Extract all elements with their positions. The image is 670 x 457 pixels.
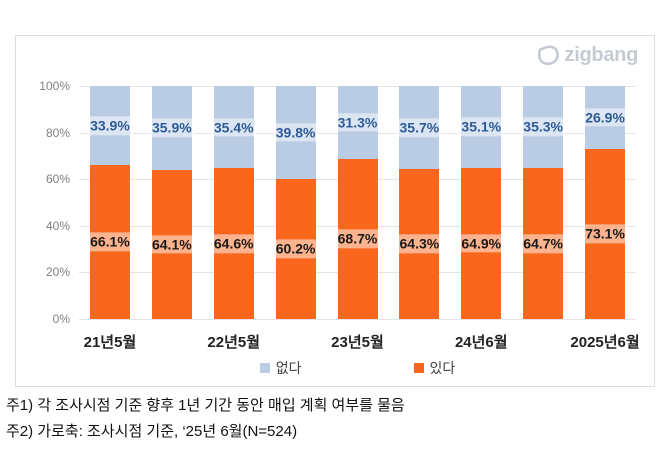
legend-label-yes: 있다 — [429, 360, 456, 376]
y-axis-tick-label: 40% — [45, 218, 70, 233]
zigbang-logo-icon — [537, 45, 559, 66]
footnote-1: 주1) 각 조사시점 기준 향후 1년 기간 동안 매입 계획 여부를 물음 — [6, 397, 405, 414]
data-label-no: 33.9% — [87, 116, 133, 135]
data-label-yes: 64.3% — [396, 234, 443, 254]
data-label-yes: 64.9% — [458, 234, 505, 253]
chart-plot: 0% 20% 40% 60% 80% 100% 66.1% 33.9% 21년5월 64.1% 35… — [39, 79, 639, 351]
chart-legend: 없다 있다 — [79, 358, 636, 378]
data-label-yes: 64.7% — [520, 234, 567, 253]
zigbang-logo-text: zigbang — [564, 44, 639, 66]
y-axis-tick-label: 60% — [45, 172, 70, 187]
x-axis-tick-label: 24년6월 — [454, 334, 508, 351]
data-label-yes: 60.2% — [272, 239, 319, 259]
y-axis-tick-label: 80% — [45, 125, 70, 140]
data-label-yes: 66.1% — [87, 232, 133, 252]
data-label-no: 35.7% — [396, 118, 443, 137]
data-label-no: 26.9% — [582, 108, 628, 127]
y-axis-tick-label: 20% — [45, 265, 70, 280]
x-axis-tick-label: 22년5월 — [207, 334, 261, 351]
data-label-no: 31.3% — [334, 113, 381, 132]
x-axis-tick-label: 21년5월 — [83, 334, 137, 351]
data-label-no: 35.1% — [458, 117, 505, 137]
y-axis-tick-label: 0% — [52, 312, 70, 326]
gridline — [79, 319, 636, 320]
legend-swatch-yes — [413, 363, 424, 373]
data-label-no: 35.3% — [520, 117, 567, 137]
data-label-yes: 68.7% — [334, 229, 381, 249]
footnote-2: 주2) 가로축: 조사시점 기준, ‘25년 6월(N=524) — [6, 423, 298, 440]
data-label-no: 39.8% — [272, 123, 319, 142]
zigbang-logo: zigbang — [536, 45, 638, 67]
data-label-yes: 73.1% — [582, 224, 628, 244]
data-label-yes: 64.1% — [148, 234, 195, 254]
x-axis-tick-label: 23년5월 — [331, 334, 384, 351]
x-axis-tick-label: 2025년6월 — [570, 334, 640, 351]
y-axis-tick-label: 100% — [39, 79, 70, 93]
data-label-no: 35.9% — [148, 118, 195, 138]
data-label-no: 35.4% — [210, 117, 257, 137]
legend-item-yes: 있다 — [413, 358, 456, 378]
footnotes: 주1) 각 조사시점 기준 향후 1년 기간 동안 매입 계획 여부를 물음 주… — [6, 393, 405, 445]
chart-card: zigbang 0% 20% 40% 60% 80% 100% 66.1% 33.9% 21년5… — [15, 35, 655, 387]
legend-item-none: 없다 — [259, 358, 302, 378]
legend-label-none: 없다 — [275, 360, 302, 376]
legend-swatch-none — [259, 363, 270, 373]
data-label-yes: 64.6% — [210, 234, 257, 254]
